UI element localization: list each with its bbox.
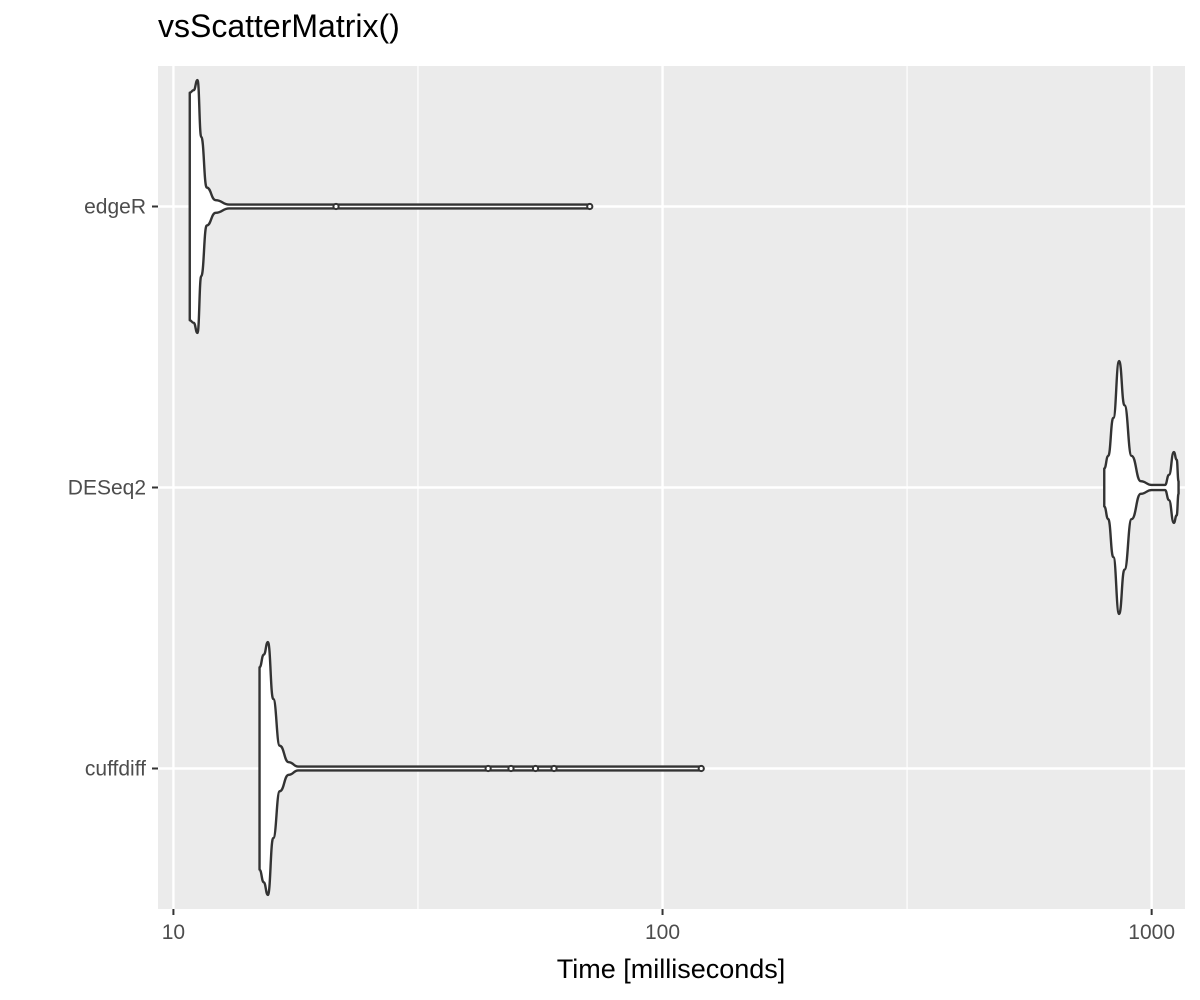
- chart-title: vsScatterMatrix(): [158, 8, 400, 44]
- x-axis: 10 100 1000: [162, 909, 1175, 944]
- violin-DESeq2: [1103, 359, 1180, 616]
- y-tick-label: DESeq2: [68, 477, 146, 500]
- violin-point-cuffdiff: [531, 764, 540, 773]
- violin-point-edgeR: [586, 202, 594, 211]
- x-axis-title: Time [milliseconds]: [557, 954, 786, 984]
- violin-point-cuffdiff: [697, 764, 705, 773]
- y-tick-label: cuffdiff: [85, 758, 146, 781]
- x-tick-label: 1000: [1128, 921, 1175, 944]
- violin-point-edgeR: [332, 202, 340, 211]
- x-tick-label: 10: [162, 921, 185, 944]
- violin-point-cuffdiff: [507, 764, 515, 773]
- x-tick-label: 100: [645, 921, 680, 944]
- violin-point-cuffdiff: [484, 764, 492, 773]
- violins: [188, 78, 1180, 897]
- y-axis: edgeR DESeq2 cuffdiff: [68, 196, 158, 781]
- y-tick-label: edgeR: [84, 196, 146, 219]
- violin-point-cuffdiff: [550, 764, 558, 773]
